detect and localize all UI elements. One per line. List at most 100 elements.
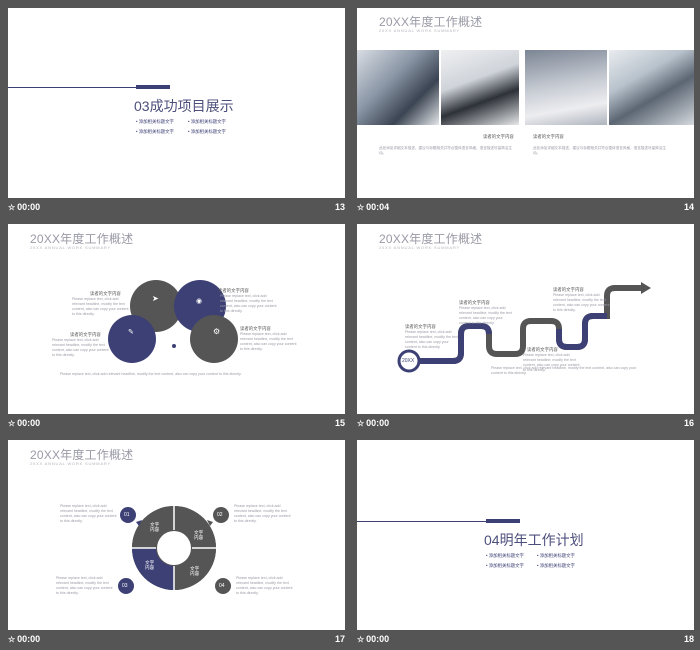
content-label: 读者的文字内容 bbox=[240, 326, 271, 331]
office-photo bbox=[441, 50, 519, 125]
timing-label: ☆ 00:04 bbox=[357, 202, 390, 212]
slide-thumb-18[interactable]: 04明年工作计划 • 添加相关标题文字 • 添加相关标题文字 • 添加相关标题文… bbox=[357, 440, 694, 650]
timing-label: ☆ 00:00 bbox=[8, 418, 41, 428]
bullet-item: • 添加相关标题文字 bbox=[486, 553, 524, 558]
slide-canvas: 20XX年度工作概述 20XX ANNUAL WORK SUMMARY 01 0… bbox=[8, 440, 345, 630]
cycle-segment-3 bbox=[132, 548, 174, 590]
body-text: Please replace text, click add relevant … bbox=[234, 504, 291, 523]
slide-canvas: 03成功项目展示 • 添加相关标题文字 • 添加相关标题文字 • 添加相关标题文… bbox=[8, 8, 345, 198]
camera-icon: ◉ bbox=[196, 298, 202, 305]
body-text: Please replace text, click add relevant … bbox=[60, 504, 117, 523]
body-text: Please replace text, click add relevant … bbox=[236, 576, 293, 595]
bullet-item: • 添加相关标题文字 bbox=[136, 129, 174, 134]
footer-text: Please replace text, click add relevant … bbox=[491, 366, 637, 375]
slide-thumb-13[interactable]: 03成功项目展示 • 添加相关标题文字 • 添加相关标题文字 • 添加相关标题文… bbox=[8, 8, 345, 218]
slide-subtitle: 20XX ANNUAL WORK SUMMARY bbox=[30, 461, 111, 466]
bullet-item: • 添加相关标题文字 bbox=[537, 553, 575, 558]
slide-thumb-17[interactable]: 20XX年度工作概述 20XX ANNUAL WORK SUMMARY 01 0… bbox=[8, 440, 345, 650]
content-label: 读者的文字内容 bbox=[70, 332, 101, 337]
section-title: 03成功项目展示 bbox=[134, 98, 234, 114]
bullet-item: • 添加相关标题文字 bbox=[136, 119, 174, 124]
rocket-icon: ✎ bbox=[128, 329, 134, 336]
timing-label: ☆ 00:00 bbox=[8, 634, 41, 644]
transition-icon: ☆ bbox=[8, 203, 16, 212]
office-photo bbox=[609, 50, 694, 125]
content-label: 读者的文字内容 bbox=[553, 287, 584, 292]
gear-icon: ⚙ bbox=[213, 327, 220, 336]
petal-bottom-right bbox=[190, 315, 238, 363]
petal-bottom-left bbox=[108, 315, 156, 363]
slide-canvas: 20XX年度工作概述 20XX ANNUAL WORK SUMMARY 20XX… bbox=[357, 224, 694, 414]
marker-label: 03 bbox=[122, 583, 128, 589]
content-label: 读者的文字内容 bbox=[218, 288, 249, 293]
accent-bar bbox=[486, 519, 520, 523]
section-title: 04明年工作计划 bbox=[484, 532, 584, 548]
thumb-footer: ☆ 00:00 18 bbox=[357, 630, 694, 650]
content-label: 读者的文字内容 bbox=[533, 134, 564, 139]
slide-canvas: 04明年工作计划 • 添加相关标题文字 • 添加相关标题文字 • 添加相关标题文… bbox=[357, 440, 694, 630]
divider-line bbox=[357, 521, 517, 522]
footer-text: Please replace text, click add relevant … bbox=[60, 372, 242, 376]
slide-thumb-14[interactable]: 20XX年度工作概述 20XX ANNUAL WORK SUMMARY 读者的文… bbox=[357, 8, 694, 218]
segment-label: 文字 内容 bbox=[194, 530, 204, 540]
marker-03 bbox=[118, 578, 134, 594]
slide-title: 20XX年度工作概述 bbox=[379, 15, 483, 29]
slide-thumb-15[interactable]: 20XX年度工作概述 20XX ANNUAL WORK SUMMARY ➤ ◉ … bbox=[8, 224, 345, 434]
transition-icon: ☆ bbox=[357, 203, 365, 212]
bullet-item: • 添加相关标题文字 bbox=[537, 563, 575, 568]
content-label: 读者的文字内容 bbox=[527, 347, 558, 352]
start-circle bbox=[397, 349, 421, 373]
transition-icon: ☆ bbox=[8, 635, 16, 644]
marker-02 bbox=[213, 507, 229, 523]
body-text: 此处添加详细文本描述，建议与标题相关并符合整体语言风格，语言描述尽量简洁生动。 bbox=[379, 146, 512, 155]
marker-label: 01 bbox=[124, 512, 130, 518]
bullet-item: • 添加相关标题文字 bbox=[486, 563, 524, 568]
content-label: 读者的文字内容 bbox=[483, 134, 514, 139]
arrow-head-icon bbox=[641, 282, 651, 294]
slide-canvas: 20XX年度工作概述 20XX ANNUAL WORK SUMMARY 读者的文… bbox=[357, 8, 694, 198]
cycle-segment-4 bbox=[174, 548, 216, 590]
bullet-item: • 添加相关标题文字 bbox=[188, 119, 226, 124]
content-label: 读者的文字内容 bbox=[405, 324, 436, 329]
thumb-footer: ☆ 00:00 16 bbox=[357, 414, 694, 434]
segment-label: 文字 内容 bbox=[150, 522, 160, 532]
slide-title: 20XX年度工作概述 bbox=[30, 448, 134, 462]
cycle-segment-2 bbox=[174, 506, 216, 548]
start-label: 20XX bbox=[402, 358, 415, 364]
slide-number: 18 bbox=[683, 634, 694, 644]
transition-icon: ☆ bbox=[357, 635, 365, 644]
slide-subtitle: 20XX ANNUAL WORK SUMMARY bbox=[379, 28, 460, 33]
timing-label: ☆ 00:00 bbox=[8, 202, 41, 212]
cycle-diagram bbox=[118, 506, 231, 594]
slide-number: 14 bbox=[683, 202, 694, 212]
transition-icon: ☆ bbox=[357, 419, 365, 428]
thumb-footer: ☆ 00:00 17 bbox=[8, 630, 345, 650]
marker-04 bbox=[215, 578, 231, 594]
body-text: Please replace text, click add relevant … bbox=[220, 294, 277, 313]
marker-label: 02 bbox=[217, 512, 223, 518]
body-text: 此处添加详细文本描述，建议与标题相关并符合整体语言风格，语言描述尽量简洁生动。 bbox=[533, 146, 666, 155]
bullet-item: • 添加相关标题文字 bbox=[188, 129, 226, 134]
body-text: Please replace text, click add relevant … bbox=[405, 330, 458, 349]
slide-subtitle: 20XX ANNUAL WORK SUMMARY bbox=[379, 245, 460, 250]
segment-label: 文字 内容 bbox=[190, 566, 200, 576]
body-text: Please replace text, click add relevant … bbox=[459, 306, 512, 325]
content-label: 读者的文字内容 bbox=[459, 300, 490, 305]
body-text: Please replace text, click add relevant … bbox=[240, 332, 297, 351]
marker-01 bbox=[120, 507, 136, 523]
slide-number: 16 bbox=[683, 418, 694, 428]
slide-thumb-16[interactable]: 20XX年度工作概述 20XX ANNUAL WORK SUMMARY 20XX… bbox=[357, 224, 694, 434]
slide-title: 20XX年度工作概述 bbox=[30, 232, 134, 246]
slide-number: 15 bbox=[334, 418, 345, 428]
cycle-segment-1 bbox=[132, 506, 174, 548]
timing-label: ☆ 00:00 bbox=[357, 634, 390, 644]
accent-bar bbox=[136, 85, 170, 89]
slide-number: 13 bbox=[334, 202, 345, 212]
timing-label: ☆ 00:00 bbox=[357, 418, 390, 428]
slide-title: 20XX年度工作概述 bbox=[379, 232, 483, 246]
divider-line bbox=[8, 87, 168, 88]
content-label: 读者的文字内容 bbox=[90, 291, 121, 296]
slide-canvas: 20XX年度工作概述 20XX ANNUAL WORK SUMMARY ➤ ◉ … bbox=[8, 224, 345, 414]
send-icon: ➤ bbox=[152, 294, 159, 303]
body-text: Please replace text, click add relevant … bbox=[523, 353, 580, 372]
